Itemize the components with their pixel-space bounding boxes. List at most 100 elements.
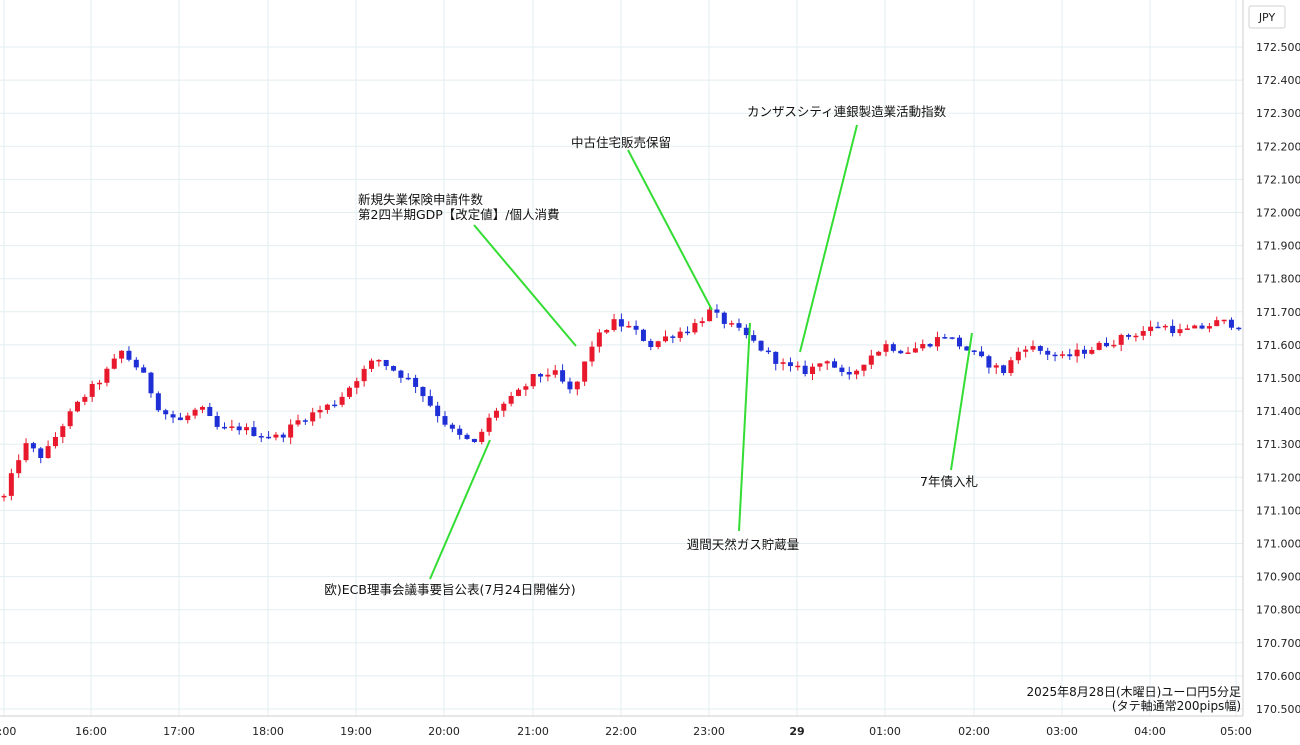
candle-up <box>1133 333 1139 342</box>
candle-body <box>1133 335 1139 338</box>
candle-body <box>1118 334 1124 345</box>
candle-up <box>493 407 499 421</box>
candle-body <box>538 374 544 377</box>
candle-body <box>868 355 874 365</box>
candle-down <box>773 351 779 371</box>
candle-body <box>861 364 867 371</box>
candle-up <box>905 346 911 354</box>
annotation-label: 中古住宅販売保留 <box>571 135 671 150</box>
annotation-label: 7年債入札 <box>920 474 978 489</box>
x-tick-label: 29 <box>789 725 804 738</box>
x-tick-label: 02:00 <box>958 725 990 738</box>
candle-body <box>971 350 977 352</box>
candle-down <box>890 342 896 353</box>
candle-up <box>339 392 345 408</box>
candle-down <box>126 346 132 362</box>
candle-up <box>920 339 926 352</box>
candle-body <box>957 337 962 347</box>
candle-body <box>1104 342 1109 347</box>
candle-body <box>560 370 566 382</box>
candle-body <box>60 426 66 437</box>
candle-down <box>391 365 397 372</box>
candle-up <box>552 365 558 378</box>
candle-down <box>802 360 808 377</box>
candle-body <box>685 331 691 334</box>
x-tick-label: 18:00 <box>252 725 284 738</box>
candle-body <box>302 420 308 422</box>
candle-body <box>295 420 301 425</box>
candle-up <box>60 423 66 444</box>
candle-up <box>185 412 191 424</box>
candle-down <box>942 333 948 339</box>
candle-body <box>743 327 749 336</box>
candle-body <box>1184 328 1190 330</box>
candle-up <box>89 380 95 402</box>
candle-down <box>949 337 955 340</box>
candle-body <box>383 359 389 367</box>
candle-body <box>552 370 558 375</box>
candle-body <box>1045 350 1051 355</box>
candle-body <box>920 344 926 349</box>
candle-down <box>964 345 970 351</box>
candle-down <box>420 386 426 402</box>
annotation-lines <box>429 124 973 580</box>
candle-up <box>611 313 617 332</box>
candle-down <box>787 357 793 372</box>
candle-down <box>302 418 308 425</box>
candle-up <box>1059 351 1065 359</box>
candle-up <box>501 401 507 417</box>
candle-down <box>1126 333 1132 340</box>
candle-body <box>324 404 330 410</box>
candle-body <box>266 436 272 439</box>
candle-down <box>1052 352 1058 362</box>
candle-body <box>964 346 970 351</box>
candle-body <box>155 393 161 411</box>
candle-body <box>898 350 904 354</box>
price-axis[interactable]: 172.500 172.400 172.300 172.200 172.100 172.0… <box>1256 41 1300 716</box>
candle-up <box>1192 324 1198 329</box>
candle-down <box>449 422 455 433</box>
candle-down <box>222 422 227 430</box>
candle-body <box>854 370 860 375</box>
y-tick-label: 172.400 <box>1256 74 1300 87</box>
candle-body <box>97 382 103 385</box>
candle-up <box>993 362 999 374</box>
candle-body <box>582 361 588 382</box>
candle-body <box>927 344 933 347</box>
candle-up <box>1140 326 1146 341</box>
x-tick-label: 03:00 <box>1046 725 1078 738</box>
candle-up <box>295 414 301 427</box>
candle-up <box>324 403 330 414</box>
candle-up <box>523 383 529 396</box>
candle-body <box>1 495 7 498</box>
candle-body <box>949 337 955 339</box>
candle-body <box>1030 346 1036 350</box>
candle-body <box>626 325 632 328</box>
y-tick-label: 171.700 <box>1256 306 1300 319</box>
candle-up <box>596 328 602 353</box>
candle-body <box>890 344 896 351</box>
candle-down <box>538 372 544 383</box>
y-tick-label: 171.200 <box>1256 471 1300 484</box>
candle-up <box>1023 345 1029 358</box>
y-tick-label: 171.500 <box>1256 372 1300 385</box>
candle-up <box>868 349 874 370</box>
candle-body <box>89 384 95 397</box>
candle-body <box>163 410 169 415</box>
candle-up <box>626 321 632 328</box>
time-axis[interactable]: 6:00 16:00 17:00 18:00 19:00 20:00 21:00 22:00 2… <box>0 725 1252 738</box>
y-tick-label: 171.900 <box>1256 240 1300 253</box>
caption-line-2: (タテ軸通常200pips幅) <box>1112 698 1241 713</box>
y-tick-label: 172.300 <box>1256 107 1300 120</box>
candle-body <box>1081 349 1087 354</box>
candle-body <box>1067 354 1073 357</box>
candle-body <box>317 409 323 413</box>
y-tick-label: 170.600 <box>1256 670 1300 683</box>
candle-body <box>832 361 838 368</box>
candle-body <box>655 341 661 348</box>
candle-body <box>346 387 352 397</box>
candle-down <box>38 447 44 464</box>
candle-body <box>1089 349 1095 354</box>
annotation-label: カンザスシティ連銀製造業活動指数 <box>747 104 947 119</box>
candle-up <box>376 359 382 367</box>
